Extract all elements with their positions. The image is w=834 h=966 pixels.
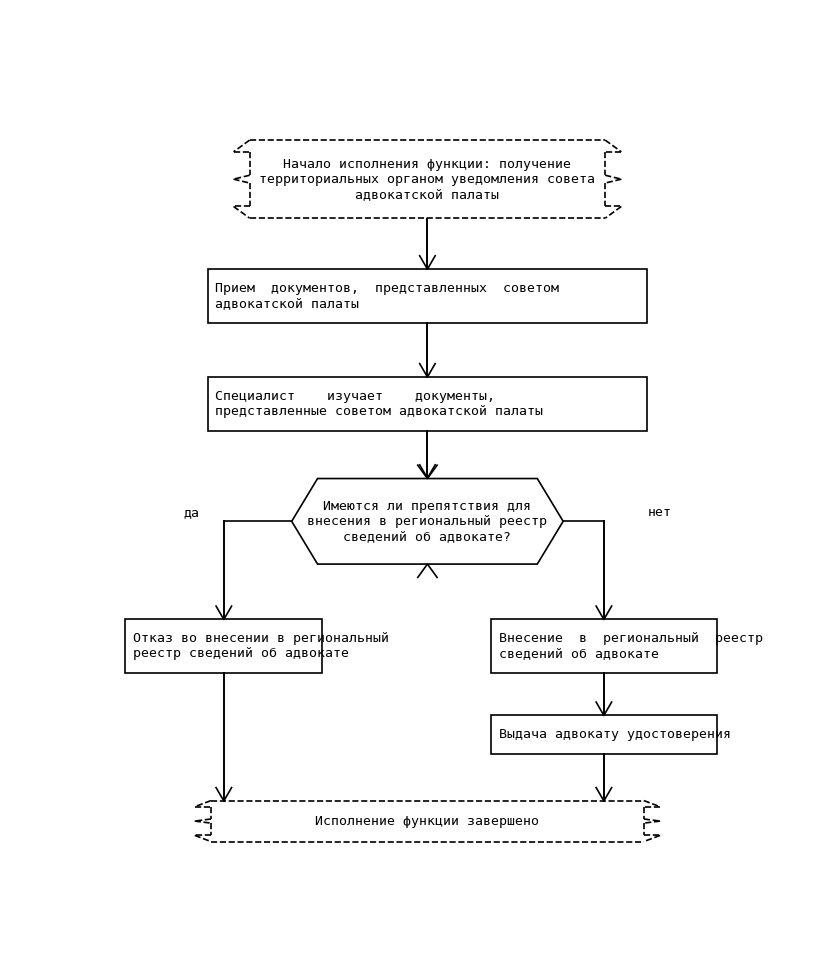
Text: Внесение  в  региональный  реестр
сведений об адвокате: Внесение в региональный реестр сведений … xyxy=(499,633,762,661)
Bar xyxy=(208,270,647,323)
Polygon shape xyxy=(292,478,563,564)
Bar xyxy=(208,377,647,431)
Text: Имеются ли препятствия для
внесения в региональный реестр
сведений об адвокате?: Имеются ли препятствия для внесения в ре… xyxy=(308,499,547,543)
Text: Специалист    изучает    документы,
представленные советом адвокатской палаты: Специалист изучает документы, представле… xyxy=(215,389,544,417)
Text: Выдача адвокату удостоверения: Выдача адвокату удостоверения xyxy=(499,728,731,741)
Text: Начало исполнения функции: получение
территориальных органом уведомления совета
: Начало исполнения функции: получение тер… xyxy=(259,157,595,201)
Text: да: да xyxy=(183,506,199,519)
Bar xyxy=(125,619,323,673)
Bar xyxy=(490,619,717,673)
Text: нет: нет xyxy=(648,506,672,519)
Text: Исполнение функции завершено: Исполнение функции завершено xyxy=(315,814,540,828)
Bar xyxy=(490,716,717,754)
Text: Прием  документов,  представленных  советом
адвокатской палаты: Прием документов, представленных советом… xyxy=(215,282,560,310)
Text: Отказ во внесении в региональный
реестр сведений об адвокате: Отказ во внесении в региональный реестр … xyxy=(133,633,389,661)
